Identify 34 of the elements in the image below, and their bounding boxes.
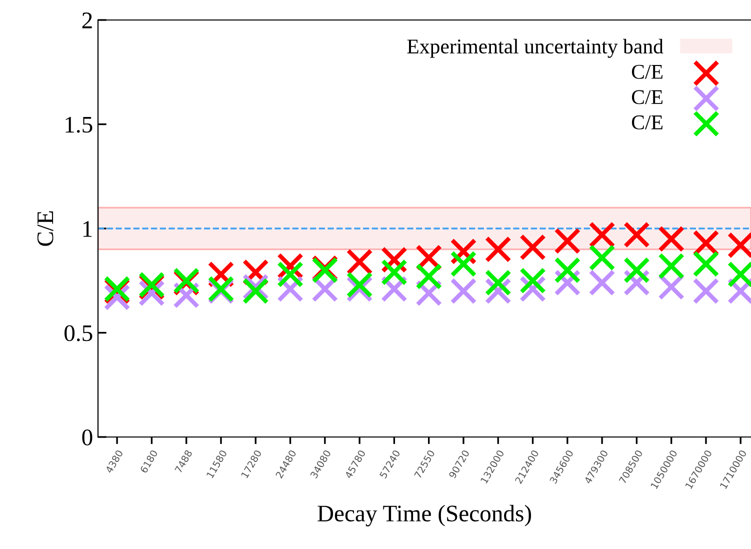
point [658, 226, 685, 252]
legend-label: C/E [632, 64, 662, 79]
y-tick-label: 0 [82, 429, 92, 446]
point [380, 259, 408, 286]
y-tick-label: 1.5 [66, 116, 92, 133]
point [588, 269, 616, 296]
x-axis-title: Decay Time (Seconds) [318, 504, 532, 526]
point [242, 278, 269, 304]
point [554, 228, 581, 254]
y-axis-title: C/E [37, 211, 54, 246]
point [346, 248, 373, 276]
point [658, 252, 685, 280]
point [692, 278, 720, 304]
legend-label: C/E [632, 90, 662, 104]
y-tick-label: 0.5 [64, 325, 92, 342]
point [519, 234, 546, 261]
point [554, 256, 581, 284]
point [416, 263, 442, 290]
point [484, 236, 512, 263]
point [588, 244, 616, 271]
point [623, 221, 650, 248]
y-tick-label: 1 [83, 221, 92, 237]
point [276, 261, 304, 288]
point [623, 256, 650, 284]
point [450, 250, 477, 278]
point [692, 250, 720, 278]
y-tick-label: 2 [82, 12, 92, 28]
legend-label: C/E [632, 115, 662, 130]
point [519, 267, 546, 294]
point [346, 272, 373, 298]
point [588, 221, 616, 248]
point [450, 278, 477, 304]
point [484, 269, 512, 296]
legend-label: Experimental uncertainty band [407, 38, 664, 58]
